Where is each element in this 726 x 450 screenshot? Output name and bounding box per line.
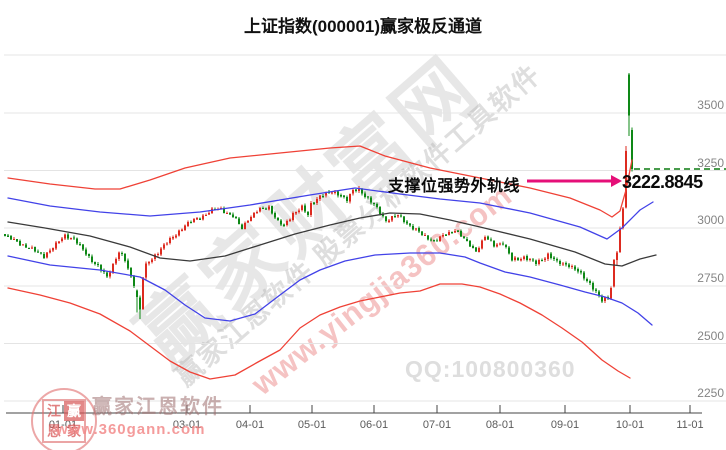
y-axis-label: 2750 <box>697 271 724 285</box>
support-annotation-value: 3222.8845 <box>622 172 703 192</box>
brand-name-text: 赢家江恩软件 <box>92 396 224 418</box>
y-axis-label: 3500 <box>697 98 724 112</box>
seal-char-1: 江 <box>47 403 61 419</box>
seal-char-3: 恩 <box>47 423 61 439</box>
x-axis-label: 09-01 <box>550 419 580 431</box>
seal-grid: 江 赢 恩 家 <box>42 399 86 443</box>
x-axis-label: 03-01 <box>172 419 202 431</box>
x-axis-label: 07-01 <box>422 419 452 431</box>
brand-url-text: www.360gann.com <box>56 421 206 438</box>
support-annotation-label: 支撑位强势外轨线 <box>388 178 521 195</box>
seal-char-2: 赢 <box>64 401 84 421</box>
gann-seal-logo: 江 赢 恩 家 <box>31 388 97 450</box>
y-axis-label: 3250 <box>697 155 724 170</box>
x-axis-label: 10-01 <box>615 419 645 431</box>
chart-title: 上证指数(000001)赢家极反通道 <box>243 17 483 36</box>
x-axis-label: 08-01 <box>485 419 515 431</box>
y-axis-label: 2250 <box>697 386 724 400</box>
x-axis-label: 06-01 <box>359 419 389 431</box>
y-axis-label: 3000 <box>697 213 724 227</box>
x-axis-label: 05-01 <box>297 419 327 431</box>
seal-char-4: 家 <box>67 423 81 439</box>
y-axis-label: 2500 <box>697 328 724 343</box>
x-axis-label: 11-01 <box>676 419 704 431</box>
x-axis-label: 04-01 <box>235 419 265 431</box>
